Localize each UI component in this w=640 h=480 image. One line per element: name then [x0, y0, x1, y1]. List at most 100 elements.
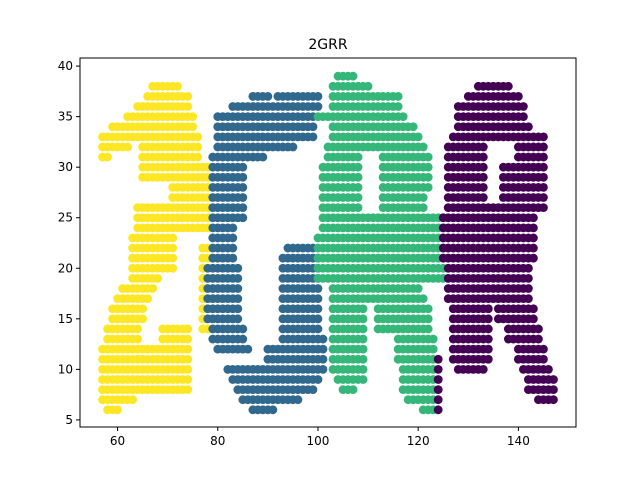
- data-point-yellow: [193, 132, 203, 142]
- data-point-blue: [233, 294, 243, 304]
- x-tick-label: 140: [507, 434, 530, 448]
- data-point-blue: [238, 334, 248, 344]
- data-point-purple: [524, 284, 533, 293]
- data-point-yellow: [193, 142, 203, 152]
- data-point-purple: [529, 233, 538, 243]
- data-point-yellow: [143, 294, 153, 304]
- data-point-yellow: [168, 243, 178, 253]
- y-tick-label: 35: [58, 110, 73, 124]
- data-point-yellow: [138, 314, 148, 324]
- data-point-blue: [313, 375, 323, 384]
- data-point-yellow: [183, 344, 193, 354]
- data-point-purple: [503, 81, 513, 91]
- data-point-purple: [483, 354, 493, 364]
- data-point-purple: [544, 364, 553, 374]
- data-point-green: [353, 152, 363, 162]
- data-point-purple: [478, 142, 488, 152]
- data-point-yellow: [168, 233, 178, 243]
- data-point-purple: [539, 203, 548, 213]
- data-point-green: [398, 112, 408, 122]
- chart-title: 2GRR: [308, 37, 347, 53]
- data-point-yellow: [148, 284, 158, 293]
- x-tick-label: 120: [407, 434, 430, 448]
- data-point-purple: [524, 263, 533, 273]
- data-point-purple: [433, 395, 443, 405]
- data-point-blue: [233, 263, 243, 273]
- data-point-purple: [524, 273, 533, 283]
- data-point-purple: [539, 142, 548, 152]
- data-point-blue: [238, 324, 248, 334]
- data-point-blue: [258, 152, 268, 162]
- data-point-blue: [308, 132, 318, 142]
- data-point-purple: [539, 193, 548, 202]
- data-point-blue: [313, 284, 323, 293]
- data-point-green: [418, 142, 428, 152]
- data-point-purple: [478, 172, 488, 182]
- data-point-blue: [233, 273, 243, 283]
- data-point-yellow: [138, 304, 148, 314]
- data-point-blue: [238, 162, 248, 172]
- data-point-blue: [238, 172, 248, 182]
- data-point-purple: [513, 92, 523, 101]
- data-point-blue: [228, 223, 238, 233]
- data-point-yellow: [163, 203, 173, 213]
- data-point-purple: [433, 405, 443, 415]
- y-tick-label: 40: [58, 59, 73, 73]
- data-point-blue: [263, 92, 273, 101]
- data-point-blue: [238, 213, 248, 223]
- data-point-green: [358, 334, 368, 344]
- data-point-green: [423, 304, 433, 314]
- data-point-green: [423, 172, 433, 182]
- data-point-blue: [238, 183, 248, 192]
- x-axis: 60 80 100 120 140: [110, 427, 530, 448]
- y-tick-label: 5: [65, 413, 73, 427]
- x-tick-label: 80: [210, 434, 225, 448]
- data-point-yellow: [183, 324, 193, 334]
- data-point-yellow: [183, 354, 193, 364]
- data-point-purple: [483, 334, 493, 344]
- data-point-blue: [228, 233, 238, 243]
- data-point-blue: [318, 344, 328, 354]
- data-point-purple: [483, 324, 493, 334]
- data-point-green: [348, 385, 358, 394]
- y-axis: 5 10 15 20 25 30 35 40: [58, 59, 80, 427]
- data-point-blue: [293, 395, 303, 405]
- data-point-blue: [233, 304, 243, 314]
- data-point-purple: [529, 304, 538, 314]
- data-point-green: [358, 354, 368, 364]
- y-tick-label: 10: [58, 362, 73, 376]
- y-tick-label: 25: [58, 211, 73, 225]
- data-point-green: [358, 324, 368, 334]
- data-point-purple: [539, 354, 548, 364]
- data-point-purple: [529, 243, 538, 253]
- data-point-blue: [233, 314, 243, 324]
- data-point-purple: [518, 112, 528, 122]
- data-point-purple: [478, 152, 488, 162]
- data-point-green: [413, 132, 423, 142]
- data-point-green: [358, 364, 368, 374]
- data-point-blue: [313, 102, 323, 111]
- data-point-yellow: [183, 364, 193, 374]
- data-point-purple: [549, 375, 558, 384]
- data-point-purple: [478, 183, 488, 192]
- data-point-yellow: [188, 122, 198, 132]
- data-point-blue: [228, 243, 238, 253]
- data-point-green: [423, 324, 433, 334]
- data-point-green: [413, 284, 423, 293]
- data-point-green: [393, 102, 403, 111]
- data-point-yellow: [163, 223, 173, 233]
- data-point-purple: [478, 162, 488, 172]
- data-point-purple: [483, 304, 493, 314]
- data-point-green: [353, 203, 363, 213]
- data-point-yellow: [133, 334, 143, 344]
- data-point-green: [423, 152, 433, 162]
- data-point-purple: [529, 223, 538, 233]
- data-point-purple: [549, 395, 558, 405]
- data-point-yellow: [123, 142, 132, 152]
- data-point-purple: [539, 162, 548, 172]
- data-point-purple: [539, 152, 548, 162]
- data-point-purple: [539, 344, 548, 354]
- data-point-yellow: [103, 152, 112, 162]
- data-point-green: [418, 294, 428, 304]
